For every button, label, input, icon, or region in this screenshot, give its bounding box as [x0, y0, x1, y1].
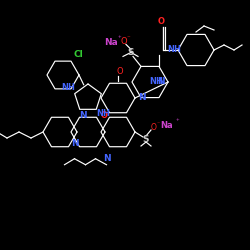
- Text: NH: NH: [167, 46, 181, 54]
- Text: N: N: [103, 154, 110, 163]
- Text: O: O: [151, 124, 157, 132]
- Text: N: N: [138, 94, 145, 102]
- Text: Na: Na: [161, 120, 173, 130]
- Text: O: O: [117, 68, 123, 76]
- Text: NH: NH: [96, 108, 110, 118]
- Text: ⁻: ⁻: [156, 122, 160, 128]
- Text: O: O: [101, 111, 108, 120]
- Text: S: S: [128, 48, 134, 57]
- Text: Na: Na: [104, 38, 118, 47]
- Text: ⁺: ⁺: [117, 36, 121, 43]
- Text: N: N: [79, 110, 87, 120]
- Text: Cl: Cl: [73, 50, 83, 59]
- Text: O: O: [121, 37, 127, 46]
- Text: N: N: [71, 138, 79, 147]
- Text: NH: NH: [150, 78, 164, 86]
- Text: S: S: [143, 134, 149, 143]
- Text: ⁻: ⁻: [126, 36, 130, 42]
- Text: N: N: [158, 78, 165, 86]
- Text: NH: NH: [62, 83, 76, 92]
- Text: ⁺: ⁺: [175, 119, 179, 125]
- Text: O: O: [158, 17, 164, 26]
